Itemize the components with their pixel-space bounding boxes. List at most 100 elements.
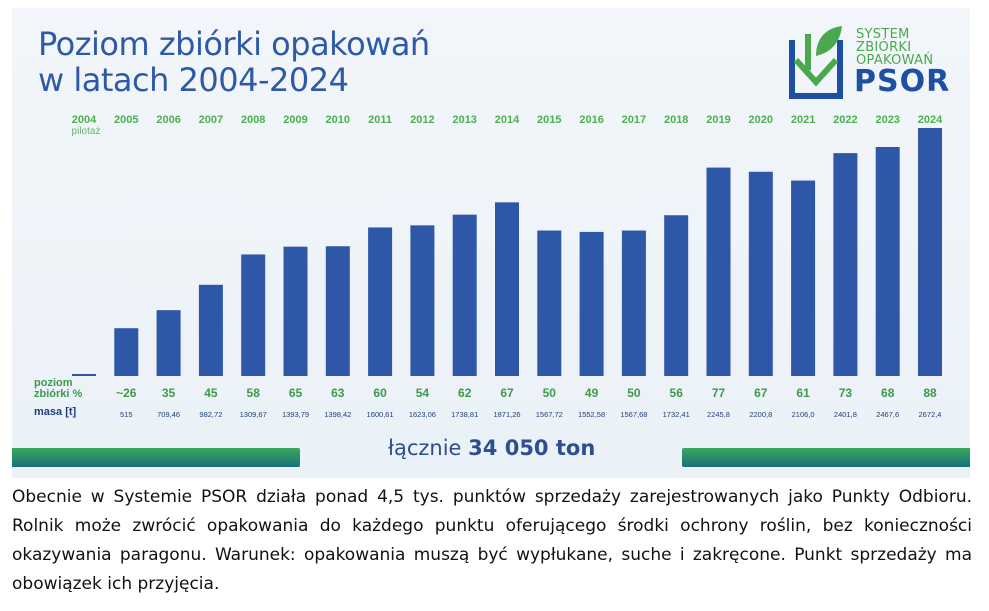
chart-title: Poziom zbiórki opakowań w latach 2004-20… bbox=[38, 26, 598, 98]
level-label-2012: 54 bbox=[416, 386, 430, 400]
mass-label-2005: 515 bbox=[120, 410, 133, 419]
bar-2017 bbox=[621, 230, 646, 376]
year-label-2009: 2009 bbox=[283, 114, 307, 126]
level-label-line-1: poziom bbox=[34, 377, 73, 389]
level-label-2009: 65 bbox=[289, 386, 303, 400]
year-label-2008: 2008 bbox=[241, 114, 265, 126]
download-box-leaf-icon bbox=[789, 26, 843, 99]
level-label-2020: 67 bbox=[754, 386, 768, 400]
bar-2010 bbox=[325, 246, 350, 376]
total-value: 34 050 ton bbox=[468, 436, 596, 460]
year-label-2006: 2006 bbox=[156, 114, 180, 126]
mass-label-2015: 1567,72 bbox=[536, 410, 563, 419]
year-label-2015: 2015 bbox=[537, 114, 561, 126]
level-label-2018: 56 bbox=[670, 386, 684, 400]
year-label-2004: 2004 bbox=[72, 114, 97, 126]
level-label-2014: 67 bbox=[500, 386, 514, 400]
mass-label-2006: 709,46 bbox=[157, 410, 180, 419]
logo-text-opakowan: OPAKOWAŃ bbox=[856, 53, 934, 68]
collection-bar-chart: 2004 2005 ~26 515 2006 35 709,46 2007 45 982,72 20… bbox=[72, 114, 943, 419]
year-label-2019: 2019 bbox=[706, 114, 730, 126]
pilot-label: pilotaż bbox=[71, 126, 101, 137]
title-line-1: Poziom zbiórki opakowań bbox=[38, 25, 430, 63]
mass-label-2011: 1600,61 bbox=[367, 410, 394, 419]
level-label-2011: 60 bbox=[373, 386, 387, 400]
level-label-2005: ~26 bbox=[116, 386, 137, 400]
level-label-2010: 63 bbox=[331, 386, 345, 400]
level-label-2024: 88 bbox=[923, 386, 937, 400]
bar-2022 bbox=[833, 153, 858, 376]
bar-2004 bbox=[72, 374, 96, 376]
year-label-2018: 2018 bbox=[664, 114, 688, 126]
bar-2008 bbox=[241, 254, 266, 376]
bar-2019 bbox=[706, 167, 731, 376]
year-label-2014: 2014 bbox=[495, 114, 520, 126]
mass-label-2010: 1398,42 bbox=[324, 410, 351, 419]
year-label-2024: 2024 bbox=[918, 114, 943, 126]
bar-2016 bbox=[579, 231, 604, 376]
decorative-band-right bbox=[682, 448, 970, 467]
title-line-2: w latach 2004-2024 bbox=[38, 61, 349, 99]
total-summary: łącznie 34 050 ton bbox=[388, 436, 598, 460]
mass-label-2021: 2106,0 bbox=[792, 410, 815, 419]
year-label-2007: 2007 bbox=[199, 114, 223, 126]
year-label-2005: 2005 bbox=[114, 114, 138, 126]
bar-2011 bbox=[368, 227, 393, 376]
level-label-2017: 50 bbox=[627, 386, 641, 400]
year-label-2023: 2023 bbox=[875, 114, 899, 126]
bar-2007 bbox=[198, 284, 223, 376]
year-label-2013: 2013 bbox=[452, 114, 476, 126]
level-label-2006: 35 bbox=[162, 386, 176, 400]
level-label-line-2: zbiórki % bbox=[34, 388, 83, 400]
logo-brand-psor: PSOR bbox=[854, 64, 951, 99]
bar-2005 bbox=[114, 328, 139, 376]
mass-label-2018: 1732,41 bbox=[663, 410, 690, 419]
mass-label-2014: 1871,26 bbox=[493, 410, 520, 419]
bar-2015 bbox=[537, 230, 562, 376]
bar-2006 bbox=[156, 310, 181, 376]
mass-label-2020: 2200,8 bbox=[749, 410, 772, 419]
psor-logo: SYSTEM ZBIÓRKI OPAKOWAŃ PSOR bbox=[788, 22, 958, 102]
bar-2014 bbox=[495, 202, 519, 376]
year-label-2017: 2017 bbox=[622, 114, 646, 126]
bar-2020 bbox=[748, 171, 773, 376]
mass-label-2009: 1393,79 bbox=[282, 410, 309, 419]
logo-text-system: SYSTEM bbox=[856, 27, 910, 42]
bar-2009 bbox=[283, 246, 308, 376]
level-label-2008: 58 bbox=[247, 386, 261, 400]
mass-label-2024: 2672,4 bbox=[919, 410, 942, 419]
total-prefix: łącznie bbox=[388, 436, 462, 460]
year-label-2011: 2011 bbox=[368, 114, 392, 126]
level-label-2015: 50 bbox=[543, 386, 557, 400]
year-label-2021: 2021 bbox=[791, 114, 815, 126]
level-label-2013: 62 bbox=[458, 386, 472, 400]
mass-label-2019: 2245,8 bbox=[707, 410, 730, 419]
year-label-2016: 2016 bbox=[579, 114, 603, 126]
logo-text-zbiorki: ZBIÓRKI bbox=[856, 40, 912, 55]
mass-row-label: masa [t] bbox=[34, 406, 77, 418]
level-label-2022: 73 bbox=[839, 386, 853, 400]
mass-label-2007: 982,72 bbox=[199, 410, 222, 419]
mass-label-2022: 2401,8 bbox=[834, 410, 857, 419]
level-label-2019: 77 bbox=[712, 386, 726, 400]
mass-label-2023: 2467,6 bbox=[876, 410, 899, 419]
level-label-2023: 68 bbox=[881, 386, 895, 400]
mass-label-2013: 1738,81 bbox=[451, 410, 478, 419]
bar-2021 bbox=[791, 180, 816, 376]
bar-2018 bbox=[664, 215, 689, 376]
mass-label-2008: 1309,67 bbox=[240, 410, 267, 419]
level-row-label: poziom zbiórki % bbox=[34, 378, 82, 400]
year-label-2020: 2020 bbox=[749, 114, 773, 126]
bar-2023 bbox=[875, 147, 900, 376]
year-label-2012: 2012 bbox=[410, 114, 434, 126]
level-label-2016: 49 bbox=[585, 386, 599, 400]
bar-2024 bbox=[918, 128, 942, 376]
mass-label-2016: 1552,58 bbox=[578, 410, 605, 419]
infographic-panel: Poziom zbiórki opakowań w latach 2004-20… bbox=[12, 8, 970, 478]
bar-2013 bbox=[452, 214, 477, 376]
level-label-2021: 61 bbox=[796, 386, 810, 400]
mass-label-2012: 1623,06 bbox=[409, 410, 436, 419]
decorative-band-left bbox=[12, 448, 300, 467]
year-label-2022: 2022 bbox=[833, 114, 857, 126]
caption-text: Obecnie w Systemie PSOR działa ponad 4,5… bbox=[12, 487, 972, 594]
